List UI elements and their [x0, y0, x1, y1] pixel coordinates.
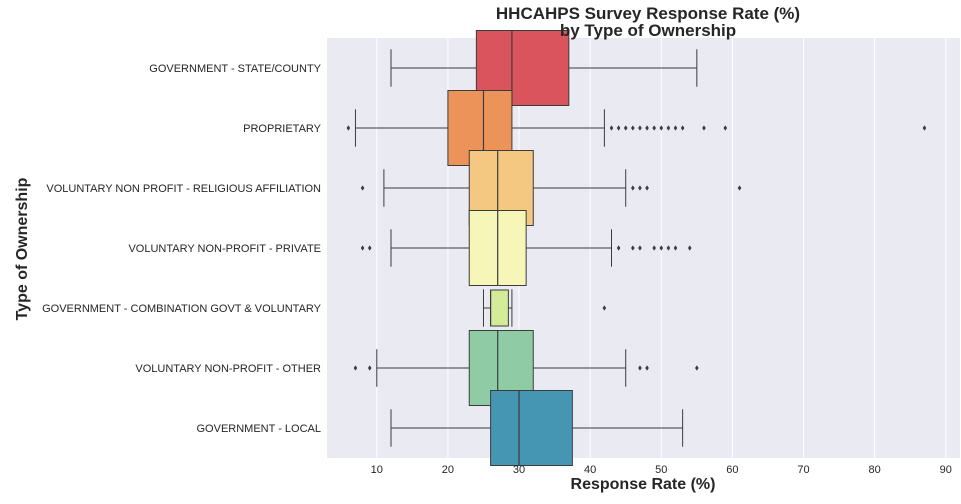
outlier-point [360, 185, 365, 191]
x-tick-label: 70 [797, 464, 809, 476]
outlier-point [695, 365, 699, 371]
x-tick-label: 60 [726, 464, 738, 476]
outlier-point [645, 125, 649, 131]
outlier-point [616, 245, 621, 251]
outlier-point [631, 185, 635, 191]
y-tick-label: VOLUNTARY NON PROFIT - RELIGIOUS AFFILIA… [46, 183, 321, 195]
outlier-point [631, 125, 635, 131]
box-plots [346, 30, 927, 466]
box-iqr [490, 390, 573, 466]
y-tick-labels: GOVERNMENT - STATE/COUNTY PROPRIETARY VOLU… [42, 63, 322, 435]
outlier-point [687, 245, 692, 251]
x-tick-label: 10 [371, 464, 383, 476]
x-tick-label: 90 [940, 464, 952, 476]
box-group [390, 390, 684, 466]
outlier-point [922, 125, 927, 131]
box-group [482, 289, 607, 327]
outlier-point [680, 125, 685, 131]
x-axis-label: Response Rate (%) [571, 476, 716, 493]
outlier-point [673, 125, 678, 131]
outlier-point [673, 245, 678, 251]
outlier-point [367, 245, 372, 251]
outlier-point [631, 245, 635, 251]
outlier-point [737, 185, 742, 191]
x-tick-label: 20 [442, 464, 454, 476]
outlier-point [659, 125, 664, 131]
x-tick-labels: 10 20 30 40 50 60 70 80 90 [371, 464, 952, 476]
y-tick-label: VOLUNTARY NON-PROFIT - OTHER [135, 363, 321, 375]
outlier-point [609, 125, 614, 131]
box-group [360, 210, 692, 286]
y-axis-label: Type of Ownership [14, 177, 31, 320]
outlier-point [723, 125, 728, 131]
outlier-point [623, 125, 628, 131]
outlier-point [666, 125, 671, 131]
y-tick-label: PROPRIETARY [243, 123, 321, 135]
outlier-point [645, 365, 649, 371]
chart-subtitle: by Type of Ownership [560, 21, 736, 40]
outlier-point [602, 305, 607, 311]
outlier-point [360, 245, 365, 251]
outlier-point [638, 125, 642, 131]
y-tick-label: GOVERNMENT - COMBINATION GOVT & VOLUNTAR… [42, 303, 322, 315]
outlier-point [638, 185, 642, 191]
box-iqr [490, 289, 509, 327]
outlier-point [353, 365, 358, 371]
chart-title: HHCAHPS Survey Response Rate (%) [496, 4, 800, 23]
y-tick-label: GOVERNMENT - LOCAL [197, 423, 322, 435]
outlier-point [702, 125, 706, 131]
outlier-point [346, 125, 351, 131]
x-tick-label: 30 [513, 464, 525, 476]
outlier-point [638, 365, 642, 371]
x-tick-label: 50 [655, 464, 667, 476]
y-tick-label: VOLUNTARY NON-PROFIT - PRIVATE [128, 243, 321, 255]
outlier-point [652, 125, 656, 131]
outlier-point [652, 245, 656, 251]
outlier-point [666, 245, 671, 251]
outlier-point [638, 245, 642, 251]
outlier-point [645, 185, 649, 191]
y-tick-label: GOVERNMENT - STATE/COUNTY [149, 63, 321, 75]
outlier-point [616, 125, 621, 131]
outlier-point [367, 365, 372, 371]
x-tick-label: 40 [584, 464, 596, 476]
outlier-point [659, 245, 664, 251]
x-tick-label: 80 [869, 464, 881, 476]
